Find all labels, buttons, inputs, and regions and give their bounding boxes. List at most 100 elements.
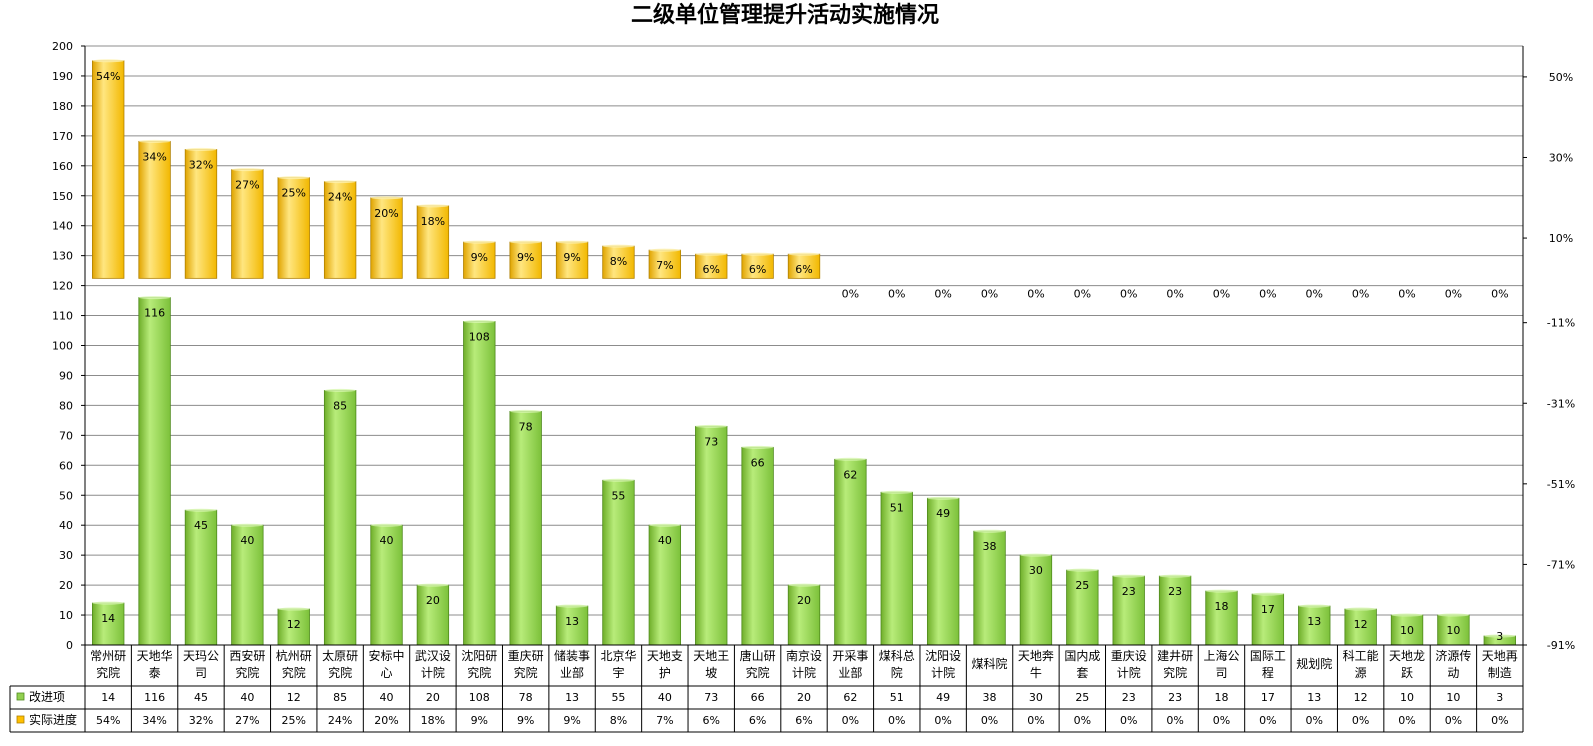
improvement-bar bbox=[602, 479, 635, 646]
table-cell-progress: 7% bbox=[656, 714, 673, 727]
progress-bar-label: 7% bbox=[656, 259, 673, 272]
category-label: 南京设 bbox=[786, 648, 822, 663]
left-tick-label: 30 bbox=[59, 549, 73, 562]
table-cell-progress: 6% bbox=[702, 714, 719, 727]
category-label: 天玛公 bbox=[183, 649, 219, 663]
table-cell-improvement: 3 bbox=[1496, 691, 1503, 704]
category-label: 究院 bbox=[96, 665, 120, 680]
improvement-bar-label: 45 bbox=[194, 519, 208, 532]
progress-bar-cap bbox=[556, 240, 588, 244]
category-label: 宇 bbox=[612, 666, 624, 680]
progress-bar-label: 0% bbox=[1491, 287, 1508, 300]
progress-bar-cap bbox=[324, 180, 356, 184]
improvement-bar-label: 49 bbox=[936, 507, 950, 520]
progress-bar-cap bbox=[649, 248, 681, 252]
progress-bar-cap bbox=[138, 139, 171, 143]
table-cell-progress: 0% bbox=[1491, 714, 1508, 727]
progress-bar bbox=[602, 245, 635, 279]
improvement-bar bbox=[1390, 614, 1424, 646]
improvement-bar-cap bbox=[927, 496, 959, 500]
table-cell-progress: 0% bbox=[1027, 714, 1044, 727]
improvement-bar-cap bbox=[1344, 607, 1377, 611]
improvement-bar-label: 13 bbox=[565, 615, 579, 628]
category-label: 天地华 bbox=[137, 649, 173, 663]
bars-green: 14 116 45 40 12 85 40 20 108 78 13 55 40 73 66 20 62 51 49… bbox=[92, 296, 1516, 646]
improvement-bar-cap bbox=[417, 583, 449, 587]
progress-bar-cap bbox=[509, 240, 542, 244]
improvement-bar-cap bbox=[509, 409, 542, 413]
category-label: 计院 bbox=[421, 666, 445, 680]
progress-bar-cap bbox=[602, 244, 635, 248]
category-label: 究院 bbox=[235, 665, 259, 680]
right-tick-label: 30% bbox=[1549, 151, 1573, 164]
progress-bar-label: 0% bbox=[1213, 287, 1230, 300]
table-cell-progress: 20% bbox=[374, 714, 398, 727]
table-cell-improvement: 85 bbox=[333, 691, 347, 704]
improvement-bar bbox=[1066, 569, 1099, 646]
left-axis-ticks: 0 10 20 30 40 50 60 70 80 90 100 110 120 130 140 150 160… bbox=[52, 40, 85, 652]
category-label: 开采事 bbox=[832, 649, 868, 663]
table-cell-progress: 0% bbox=[1352, 714, 1369, 727]
left-tick-label: 120 bbox=[52, 280, 73, 293]
improvement-bar-label: 10 bbox=[1446, 624, 1460, 637]
left-tick-label: 70 bbox=[59, 429, 73, 442]
improvement-bar bbox=[509, 410, 542, 646]
category-label: 究院 bbox=[1163, 665, 1187, 680]
table-cell-progress: 0% bbox=[1213, 714, 1230, 727]
improvement-bar-cap bbox=[370, 523, 403, 527]
table-cell-improvement: 13 bbox=[1307, 691, 1321, 704]
table-cell-improvement: 40 bbox=[380, 691, 394, 704]
table-cell-improvement: 10 bbox=[1446, 691, 1460, 704]
right-tick-label: 10% bbox=[1549, 232, 1573, 245]
category-label: 究院 bbox=[746, 665, 770, 680]
improvement-bar bbox=[787, 584, 821, 646]
left-tick-label: 110 bbox=[52, 310, 73, 323]
table-cell-improvement: 73 bbox=[704, 691, 718, 704]
improvement-bar-label: 40 bbox=[240, 534, 254, 547]
left-tick-label: 150 bbox=[52, 190, 73, 203]
progress-bar-label: 0% bbox=[1398, 287, 1415, 300]
category-label: 重庆设 bbox=[1111, 649, 1147, 663]
progress-bar-label: 0% bbox=[1306, 287, 1323, 300]
left-tick-label: 160 bbox=[52, 160, 73, 173]
progress-bar bbox=[695, 253, 728, 279]
table-cell-progress: 0% bbox=[1398, 714, 1415, 727]
left-tick-label: 50 bbox=[59, 489, 73, 502]
improvement-bar-label: 66 bbox=[751, 456, 765, 469]
progress-bar bbox=[370, 197, 403, 279]
improvement-bar bbox=[926, 497, 960, 646]
table-cell-progress: 24% bbox=[328, 714, 352, 727]
improvement-bar bbox=[138, 297, 171, 646]
category-label: 司 bbox=[195, 666, 207, 680]
table-cell-progress: 9% bbox=[517, 714, 534, 727]
improvement-bar bbox=[834, 458, 867, 646]
table-cell-improvement: 55 bbox=[611, 691, 625, 704]
category-label: 业部 bbox=[838, 665, 862, 680]
left-tick-label: 80 bbox=[59, 399, 73, 412]
table-cell-progress: 0% bbox=[1445, 714, 1462, 727]
category-label: 天地奔 bbox=[1018, 649, 1054, 663]
improvement-bar-cap bbox=[834, 457, 867, 461]
progress-bar-label: 8% bbox=[610, 255, 627, 268]
progress-bar-label: 27% bbox=[235, 179, 259, 192]
progress-bar-label: 6% bbox=[749, 263, 766, 276]
category-label: 制造 bbox=[1488, 666, 1512, 680]
improvement-bar-cap bbox=[324, 388, 356, 392]
improvement-bar bbox=[880, 491, 913, 646]
left-tick-label: 180 bbox=[52, 100, 73, 113]
improvement-bar-cap bbox=[1066, 568, 1099, 572]
progress-bar-cap bbox=[277, 176, 310, 180]
improvement-bar-label: 51 bbox=[890, 501, 904, 514]
left-tick-label: 190 bbox=[52, 70, 73, 83]
progress-bar bbox=[138, 140, 171, 279]
progress-bar-label: 24% bbox=[328, 191, 352, 204]
progress-bar-cap bbox=[788, 252, 820, 256]
improvement-bar-cap bbox=[1391, 613, 1423, 617]
progress-bar-label: 0% bbox=[934, 287, 951, 300]
improvement-bar-label: 108 bbox=[469, 331, 490, 344]
left-tick-label: 20 bbox=[59, 579, 73, 592]
improvement-bar-cap bbox=[1020, 553, 1052, 557]
improvement-bar-cap bbox=[1205, 589, 1238, 593]
improvement-bar-label: 20 bbox=[426, 594, 440, 607]
